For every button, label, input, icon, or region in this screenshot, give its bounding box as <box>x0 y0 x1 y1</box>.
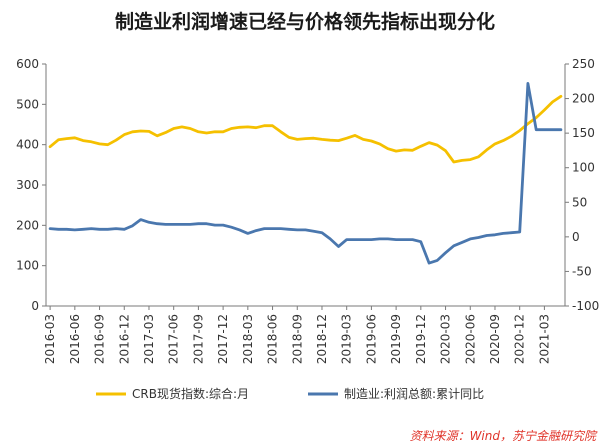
source-note: 资料来源：Wind，苏宁金融研究院 <box>410 429 598 443</box>
x-tick-label: 2019-12 <box>414 314 428 364</box>
right-tick-label: 0 <box>572 230 580 244</box>
x-tick-label: 2016-12 <box>117 314 131 364</box>
x-tick-label: 2020-09 <box>488 314 502 364</box>
series-layer <box>48 82 563 265</box>
right-tick-label: 100 <box>572 161 595 175</box>
right-tick-label: 250 <box>572 57 595 71</box>
left-tick-label: 500 <box>16 97 39 111</box>
axes: 0 100 200 300 400 500 600 -100 -50 0 50 100 150 200 25… <box>16 57 599 364</box>
legend: CRB现货指数:综合:月 制造业:利润总额:累计同比 <box>96 386 484 401</box>
x-tick-label: 2018-06 <box>266 314 280 364</box>
x-tick-label: 2019-03 <box>340 314 354 364</box>
x-tick-label: 2016-06 <box>68 314 82 364</box>
x-tick-label: 2017-12 <box>216 314 230 364</box>
x-tick-label: 2016-03 <box>43 314 57 364</box>
left-tick-label: 100 <box>16 259 39 273</box>
x-tick-label: 2021-03 <box>537 314 551 364</box>
left-tick-label: 400 <box>16 138 39 152</box>
left-tick-label: 0 <box>31 299 39 313</box>
x-tick-label: 2018-03 <box>241 314 255 364</box>
x-tick-label: 2017-03 <box>142 314 156 364</box>
x-tick-label: 2020-12 <box>513 314 527 364</box>
right-tick-label: -50 <box>572 264 592 278</box>
x-tick-label: 2018-09 <box>290 314 304 364</box>
x-tick-label: 2017-06 <box>167 314 181 364</box>
x-tick-label: 2020-06 <box>463 314 477 364</box>
left-tick-label: 600 <box>16 57 39 71</box>
x-tick-label: 2016-09 <box>93 314 107 364</box>
right-tick-label: -100 <box>572 299 599 313</box>
series-line-1 <box>48 94 563 164</box>
series-line-2 <box>48 82 563 265</box>
chart-title: 制造业利润增速已经与价格领先指标出现分化 <box>115 10 495 33</box>
legend-label-2: 制造业:利润总额:累计同比 <box>344 387 484 401</box>
x-tick-label: 2020-03 <box>439 314 453 364</box>
right-tick-label: 150 <box>572 126 595 140</box>
x-tick-label: 2017-09 <box>191 314 205 364</box>
x-tick-label: 2019-06 <box>364 314 378 364</box>
left-tick-label: 200 <box>16 218 39 232</box>
x-tick-label: 2018-12 <box>315 314 329 364</box>
left-tick-label: 300 <box>16 178 39 192</box>
right-tick-label: 50 <box>572 195 587 209</box>
x-tick-label: 2019-09 <box>389 314 403 364</box>
legend-label-1: CRB现货指数:综合:月 <box>132 386 249 401</box>
right-tick-label: 200 <box>572 92 595 106</box>
